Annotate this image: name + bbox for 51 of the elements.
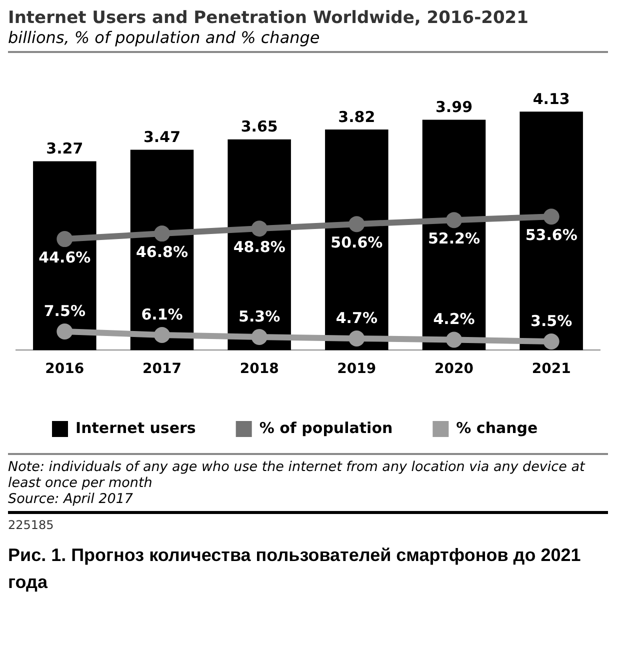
point — [251, 328, 268, 345]
x-tick-label: 2020 — [434, 361, 474, 378]
data-label: 44.6% — [38, 248, 91, 266]
data-label: 4.7% — [336, 308, 378, 327]
data-label: 3.5% — [530, 312, 572, 330]
point — [154, 326, 170, 343]
bar — [33, 161, 96, 350]
data-label: 48.8% — [233, 238, 286, 256]
legend-label: Internet users — [76, 418, 196, 437]
bar — [130, 150, 194, 350]
data-label: 46.8% — [136, 242, 188, 261]
point — [56, 231, 73, 248]
text: Рис. 1. Прогноз количества пользователей смартфонов до 2021 года — [8, 544, 582, 594]
data-label: 7.5% — [44, 302, 86, 320]
point — [543, 208, 560, 225]
bar — [325, 130, 388, 350]
data-label: 6.1% — [141, 305, 183, 324]
text: Note: individuals of any age who use the internet from any location via any device at least once per month — [8, 459, 586, 491]
point — [543, 333, 560, 350]
data-label: 5.3% — [238, 307, 280, 326]
point — [348, 216, 365, 232]
point — [446, 332, 462, 348]
source-note: Source: April 2017 — [8, 491, 134, 507]
data-label: 53.6% — [525, 226, 578, 244]
data-label: 50.6% — [330, 233, 383, 252]
point — [56, 324, 73, 340]
data-label: 3.27 — [46, 140, 84, 158]
legend-label: % of population — [259, 418, 393, 437]
x-tick-label: 2017 — [142, 361, 182, 378]
x-tick-label: 2019 — [337, 361, 376, 378]
point — [251, 220, 268, 237]
data-label: 3.99 — [435, 98, 473, 116]
point — [446, 212, 462, 228]
x-tick-label: 2018 — [240, 361, 279, 378]
point — [348, 330, 365, 346]
data-label: 3.47 — [143, 128, 181, 146]
x-tick-label: 2021 — [532, 361, 571, 378]
chart-subtitle: billions, % of population and % change — [8, 28, 608, 53]
chart-title: Internet Users and Penetration Worldwide, 2016-2021 — [8, 8, 530, 28]
bar — [228, 139, 291, 350]
legend-label: % change — [456, 418, 538, 437]
data-label: 3.65 — [240, 118, 278, 136]
data-label: 52.2% — [428, 229, 480, 248]
bar — [422, 120, 486, 350]
data-label: 4.2% — [433, 310, 475, 328]
data-label: 4.13 — [532, 90, 570, 108]
x-tick-label: 2016 — [45, 361, 84, 378]
text: 225185 — [8, 518, 55, 532]
bar — [520, 112, 583, 350]
point — [154, 226, 170, 242]
data-label: 3.82 — [338, 108, 376, 126]
